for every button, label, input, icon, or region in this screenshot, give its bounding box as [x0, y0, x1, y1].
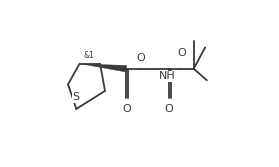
Text: O: O [122, 104, 131, 114]
Text: O: O [165, 104, 174, 114]
Text: S: S [73, 92, 80, 102]
Text: O: O [177, 48, 186, 58]
Polygon shape [82, 64, 127, 72]
Text: &1: &1 [84, 51, 94, 60]
Text: NH: NH [158, 71, 175, 81]
Text: O: O [137, 53, 146, 63]
